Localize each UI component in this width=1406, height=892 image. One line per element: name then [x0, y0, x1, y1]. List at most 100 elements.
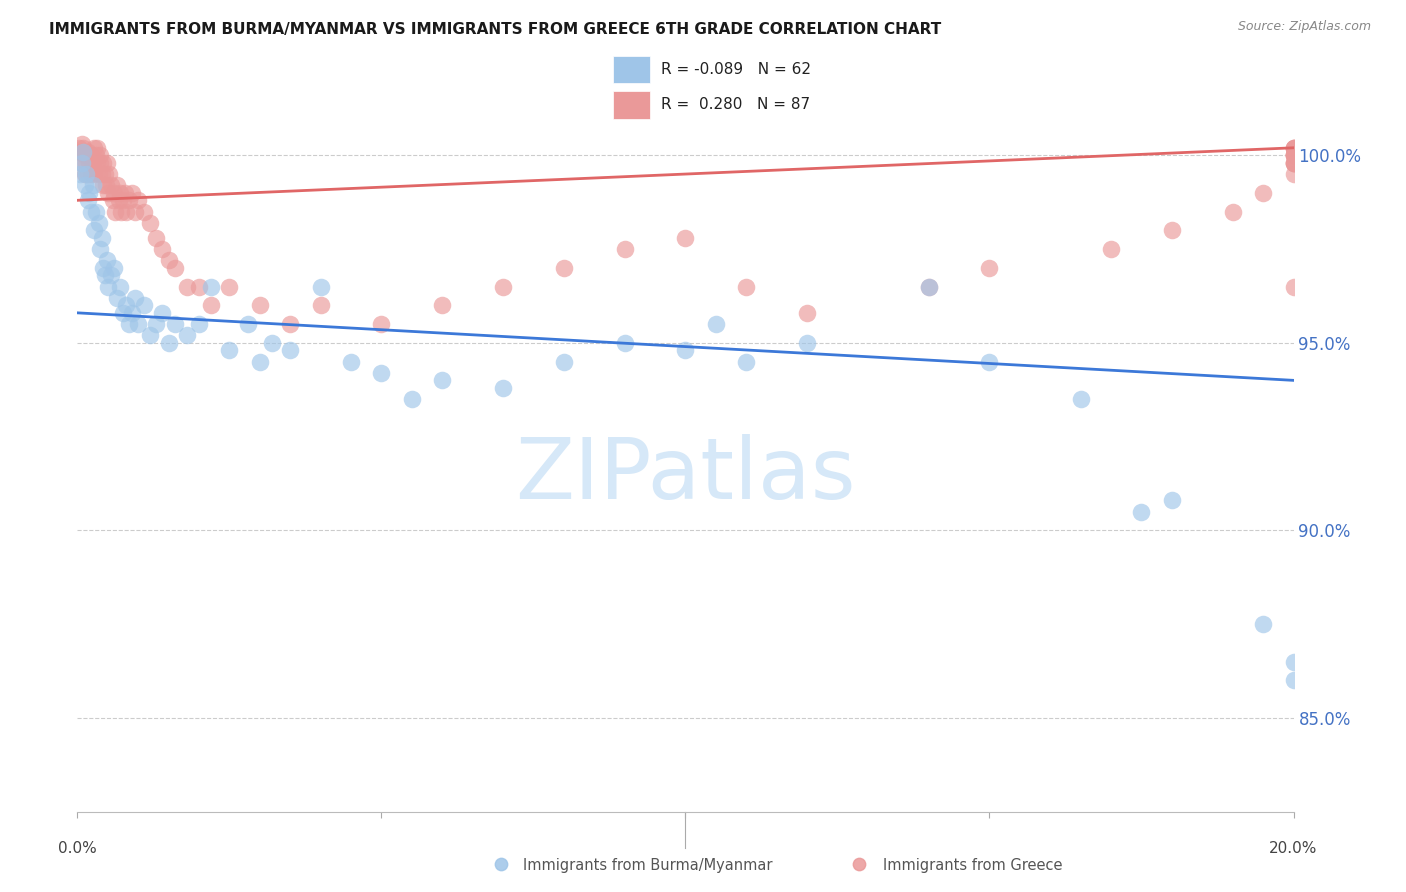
Point [979, 260, 1001, 275]
Point [163, 317, 186, 331]
Point [1282, 167, 1305, 181]
Point [492, 279, 515, 293]
Point [75, 148, 97, 162]
Point [157, 335, 180, 350]
Point [80, 167, 103, 181]
Point [83, 167, 105, 181]
Point [82, 156, 104, 170]
Point [1282, 141, 1305, 155]
Point [848, 857, 870, 871]
Point [72, 141, 94, 155]
Point [121, 306, 143, 320]
Point [91, 260, 114, 275]
Point [124, 204, 146, 219]
Point [432, 373, 454, 387]
Point [97, 167, 120, 181]
Point [127, 317, 149, 331]
Point [139, 328, 162, 343]
Text: 20.0%: 20.0% [1270, 841, 1317, 856]
Point [101, 194, 124, 208]
Point [83, 141, 105, 155]
Point [103, 260, 125, 275]
Point [218, 279, 240, 293]
Point [432, 298, 454, 312]
Point [340, 354, 363, 368]
Point [704, 317, 727, 331]
Point [1251, 617, 1274, 632]
Point [1161, 493, 1184, 508]
Text: Immigrants from Burma/Myanmar: Immigrants from Burma/Myanmar [523, 858, 772, 872]
Point [796, 335, 818, 350]
Point [1282, 148, 1305, 162]
Point [87, 167, 110, 181]
Point [75, 167, 97, 181]
Point [108, 186, 131, 200]
Point [115, 204, 138, 219]
Point [90, 167, 112, 181]
Point [76, 145, 98, 159]
Point [553, 354, 575, 368]
Point [94, 178, 117, 193]
Point [1282, 148, 1305, 162]
Point [89, 156, 111, 170]
Point [735, 279, 758, 293]
Point [111, 194, 134, 208]
Point [67, 141, 90, 155]
Point [145, 317, 167, 331]
Point [1161, 223, 1184, 237]
Point [176, 328, 198, 343]
Point [218, 343, 240, 358]
Point [157, 253, 180, 268]
Point [188, 279, 211, 293]
Point [96, 253, 118, 268]
Text: Immigrants from Greece: Immigrants from Greece [883, 858, 1063, 872]
Point [278, 317, 301, 331]
Point [100, 268, 122, 283]
Point [1282, 141, 1305, 155]
Point [309, 298, 332, 312]
Point [93, 156, 115, 170]
Point [70, 156, 93, 170]
Point [75, 156, 97, 170]
Point [1282, 655, 1305, 669]
Point [97, 186, 120, 200]
Point [1282, 156, 1305, 170]
Point [249, 298, 271, 312]
Point [1282, 279, 1305, 293]
Text: R =  0.280   N = 87: R = 0.280 N = 87 [661, 97, 810, 112]
Point [89, 242, 111, 256]
Point [90, 231, 112, 245]
Point [108, 279, 131, 293]
Point [127, 194, 149, 208]
Point [489, 857, 512, 871]
Point [1070, 392, 1092, 406]
Point [110, 204, 132, 219]
Point [152, 242, 174, 256]
Point [73, 167, 96, 181]
Point [249, 354, 271, 368]
Point [1099, 242, 1122, 256]
Point [236, 317, 259, 331]
Point [82, 178, 104, 193]
Point [96, 156, 118, 170]
Point [200, 298, 222, 312]
Point [152, 306, 174, 320]
Point [70, 136, 93, 151]
Point [1282, 148, 1305, 162]
Point [87, 216, 110, 230]
Point [77, 194, 100, 208]
Point [134, 204, 156, 219]
Point [91, 178, 114, 193]
Point [735, 354, 758, 368]
Text: ZIPatlas: ZIPatlas [515, 434, 856, 516]
Point [69, 145, 91, 159]
Point [1282, 156, 1305, 170]
Point [675, 231, 697, 245]
Point [401, 392, 423, 406]
Point [796, 306, 818, 320]
Point [83, 223, 105, 237]
Point [72, 145, 94, 159]
Point [121, 186, 143, 200]
Point [675, 343, 697, 358]
Point [73, 178, 96, 193]
